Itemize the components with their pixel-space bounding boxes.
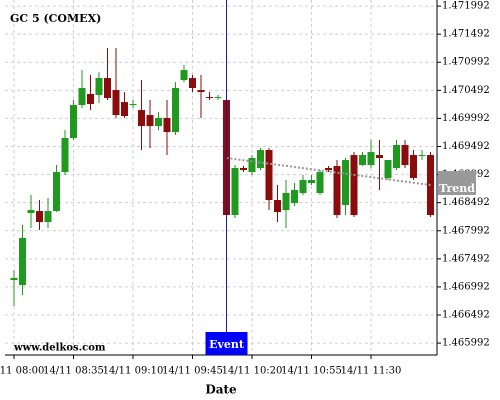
candle-body	[121, 102, 128, 117]
candle-body	[274, 200, 281, 213]
candle-body	[282, 193, 290, 211]
x-tick-label: 14/11 08:35	[43, 366, 104, 377]
y-tick-label: 1.470992	[442, 57, 490, 68]
marks	[10, 48, 434, 307]
candle-body	[10, 277, 18, 281]
y-tick-label: 1.468492	[442, 197, 490, 208]
x-tick-label: 14/11 10:20	[222, 366, 283, 377]
candle-body	[325, 168, 332, 171]
candle-body	[189, 78, 196, 89]
candle-body	[129, 104, 137, 106]
candle-body	[104, 78, 111, 99]
y-tick-label: 1.466992	[442, 281, 490, 292]
candle-body	[206, 97, 213, 99]
candle-body	[36, 211, 43, 223]
x-tick-label: 14/11 11:30	[341, 366, 402, 377]
trend-label: Trend	[439, 182, 475, 195]
candle-body	[197, 90, 205, 93]
y-tick-label: 1.469492	[442, 141, 490, 152]
candle-body	[231, 168, 239, 216]
y-tick-label: 1.467492	[442, 253, 490, 264]
candle-body	[163, 118, 171, 133]
candle-body	[172, 88, 179, 133]
candle-body	[350, 155, 358, 216]
chart-title: GC 5 (COMEX)	[10, 12, 101, 25]
x-tick-label: 14/11 09:10	[103, 366, 164, 377]
candle-body	[44, 211, 52, 223]
candle-body	[333, 166, 341, 216]
candle-body	[257, 150, 264, 169]
event-box	[205, 332, 248, 355]
candle-body	[53, 172, 60, 212]
y-tick-label: 1.470492	[442, 85, 490, 96]
candle-body	[410, 155, 417, 179]
candle-body	[265, 150, 273, 201]
candle-body	[299, 180, 307, 194]
candle-body	[95, 78, 103, 96]
x-tick-label: 14/11 10:55	[281, 366, 342, 377]
candle-body	[180, 70, 188, 81]
candle-body	[61, 138, 69, 173]
candle-body	[19, 237, 26, 286]
candle-body	[214, 97, 222, 99]
x-tick-label: 14/11 09:45	[162, 366, 223, 377]
candle-body	[78, 88, 86, 106]
x-axis-label: Date	[205, 383, 237, 397]
candle-body	[316, 172, 324, 194]
candle-body	[70, 105, 77, 139]
candle-body	[27, 210, 35, 213]
watermark: www.delkos.com	[13, 343, 106, 354]
candle-body	[384, 160, 392, 179]
candle-body	[155, 118, 162, 127]
candle-body	[112, 90, 120, 116]
trend-label-box	[438, 171, 476, 196]
candle-body	[342, 160, 349, 206]
candle-body	[393, 145, 400, 169]
event-label: Event	[209, 338, 245, 351]
candle-body	[359, 155, 366, 166]
candle-body	[418, 155, 426, 157]
x-tick-label: 14/11 08:00	[0, 366, 44, 377]
y-tick-label: 1.466492	[442, 310, 490, 321]
candle-body	[240, 168, 247, 171]
y-tick-label: 1.469992	[442, 113, 490, 124]
candle-body	[87, 94, 94, 105]
candle-body	[291, 190, 298, 204]
y-tick-label: 1.471992	[442, 1, 490, 12]
candle-body	[376, 155, 383, 159]
y-tick-label: 1.471492	[442, 29, 490, 40]
candle-body	[248, 158, 256, 173]
y-tick-label: 1.467992	[442, 225, 490, 236]
candle-body	[138, 110, 145, 127]
candle-body	[401, 145, 409, 166]
candle-body	[367, 152, 375, 166]
y-tick-label: 1.465992	[442, 338, 490, 349]
candle-body	[308, 180, 315, 184]
candle-body	[146, 115, 154, 127]
